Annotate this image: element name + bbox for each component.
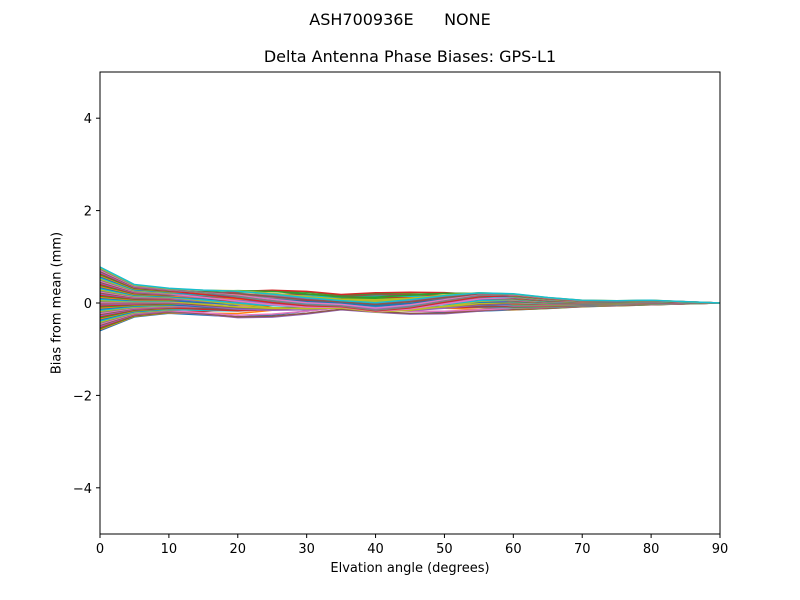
x-axis-ticks: 0 10 20 30 40 50 60 70 80 90 <box>96 534 728 557</box>
y-tick-label: 2 <box>84 205 92 220</box>
x-tick-label: 0 <box>96 542 104 557</box>
x-tick-label: 20 <box>230 542 247 557</box>
y-tick-label: −4 <box>73 482 92 497</box>
y-tick-label: −2 <box>73 389 92 404</box>
y-tick-label: 0 <box>84 297 92 312</box>
y-axis-ticks: −4 −2 0 2 4 <box>73 112 100 497</box>
x-tick-label: 30 <box>298 542 315 557</box>
x-tick-label: 60 <box>505 542 522 557</box>
x-tick-label: 70 <box>574 542 591 557</box>
x-tick-label: 50 <box>436 542 453 557</box>
x-axis-label: Elvation angle (degrees) <box>330 561 490 576</box>
x-tick-label: 80 <box>643 542 660 557</box>
y-tick-label: 4 <box>84 112 92 127</box>
figure-suptitle: ASH700936E NONE <box>309 10 491 29</box>
x-tick-label: 40 <box>367 542 384 557</box>
axes-title: Delta Antenna Phase Biases: GPS-L1 <box>263 47 557 66</box>
x-tick-label: 90 <box>712 542 729 557</box>
data-series-line <box>99 266 721 304</box>
data-series-group <box>99 266 721 332</box>
x-tick-label: 10 <box>161 542 178 557</box>
